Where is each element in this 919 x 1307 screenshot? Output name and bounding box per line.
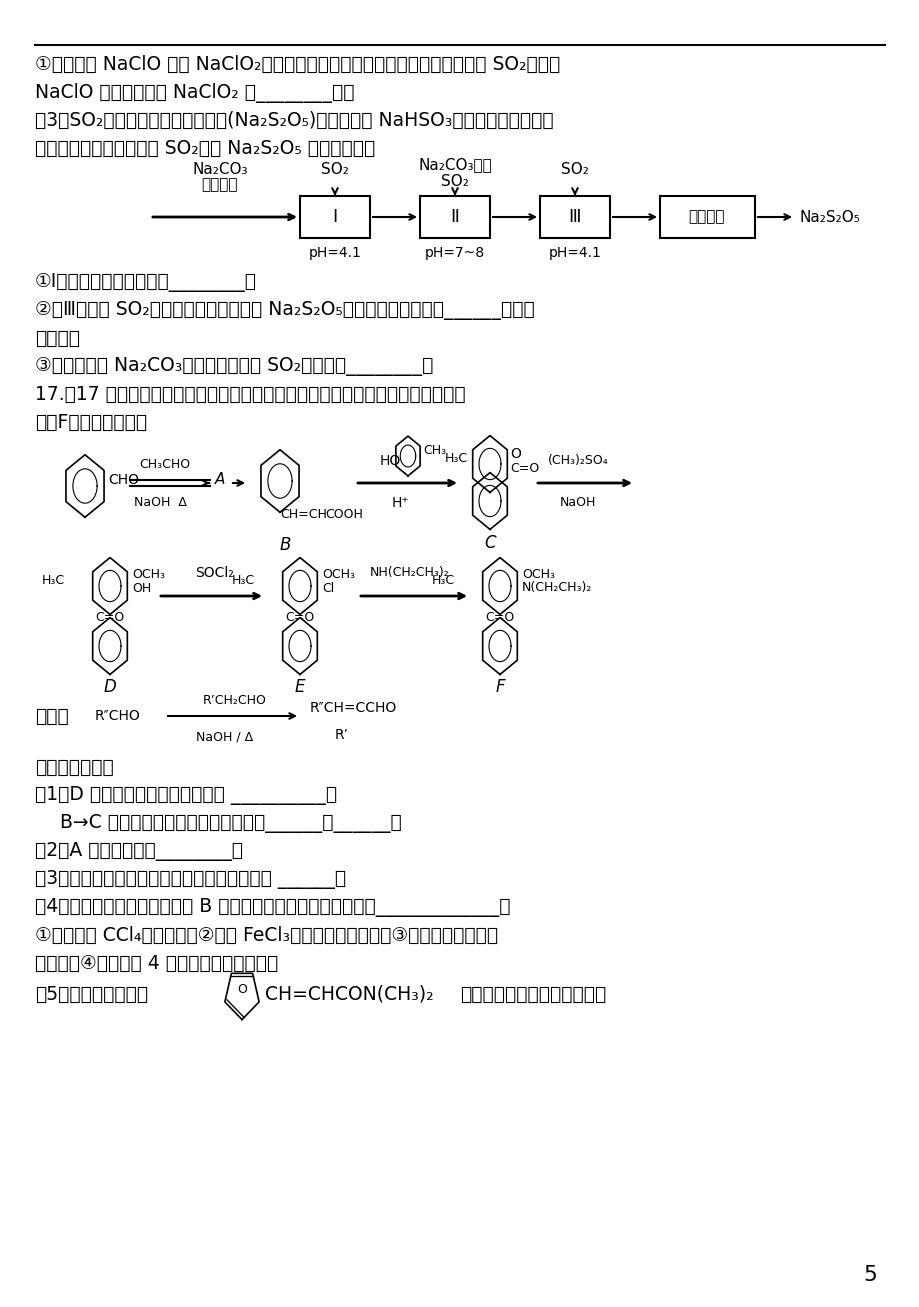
Text: C=O: C=O [509,461,539,474]
Text: Cl: Cl [322,582,334,595]
Text: NaOH  Δ: NaOH Δ [133,495,187,508]
Text: Ⅲ: Ⅲ [568,208,581,226]
Text: CHO: CHO [108,473,139,488]
Text: pH=4.1: pH=4.1 [548,246,601,260]
Text: 体（F）的路线如下：: 体（F）的路线如下： [35,413,147,433]
Text: Na₂S₂O₅: Na₂S₂O₅ [800,209,860,225]
Text: H₃C: H₃C [42,575,65,588]
Bar [300,196,369,238]
Text: ①能使澋的 CCl₄溶液褾色；②能与 FeCl₃溶液发生显色反应；③苯环上的一氯代物: ①能使澋的 CCl₄溶液褾色；②能与 FeCl₃溶液发生显色反应；③苯环上的一氯… [35,925,497,945]
Text: 结晶脱水: 结晶脱水 [688,209,724,225]
Text: pH=7~8: pH=7~8 [425,246,484,260]
Text: （4）写出同时满足下列条件的 B 的一种同分异构体的结构简式：_____________；: （4）写出同时满足下列条件的 B 的一种同分异构体的结构简式：_________… [35,898,510,918]
Text: （2）A 的结构简式为________；: （2）A 的结构简式为________； [35,842,243,861]
Text: ②若Ⅲ中通入 SO₂不足，结晶脱水得到的 Na₂S₂O₅中混有的主要杂质是______（填化: ②若Ⅲ中通入 SO₂不足，结晶脱水得到的 Na₂S₂O₅中混有的主要杂质是___… [35,301,534,320]
Text: NaOH / Δ: NaOH / Δ [197,731,254,742]
Text: 已知：: 已知： [35,707,69,725]
Bar [420,196,490,238]
Text: pH=4.1: pH=4.1 [308,246,361,260]
Text: (CH₃)₂SO₄: (CH₃)₂SO₄ [547,454,607,467]
Text: NaOH: NaOH [559,495,596,508]
Text: R’CH₂CHO: R’CH₂CHO [203,694,267,707]
Text: SO₂: SO₂ [561,162,588,176]
Text: Ⅱ: Ⅱ [450,208,459,226]
Text: 学式）。: 学式）。 [35,329,80,348]
Text: C=O: C=O [285,610,314,623]
Text: SOCl₂: SOCl₂ [196,566,234,580]
Text: OCH₃: OCH₃ [521,567,554,580]
Text: O: O [237,983,246,996]
Text: OH: OH [131,582,151,595]
Text: E: E [294,678,305,697]
Text: H₃C: H₃C [232,575,255,588]
Text: CH₃: CH₃ [423,444,446,457]
Text: Ⅰ: Ⅰ [332,208,337,226]
Text: B: B [279,536,290,554]
Text: A: A [215,473,225,488]
Text: O: O [509,447,520,461]
Text: B→C 包含两步反应，反应类型分别为______、______；: B→C 包含两步反应，反应类型分别为______、______； [60,814,402,833]
Text: （3）写出苯甲醒与銀氨溶液反应的化学方程式 ______；: （3）写出苯甲醒与銀氨溶液反应的化学方程式 ______； [35,870,346,889]
Text: CH=CH: CH=CH [279,508,326,521]
Text: （1）D 分子中的含氧官能团名称为 __________；: （1）D 分子中的含氧官能团名称为 __________； [35,786,336,805]
Text: OCH₃: OCH₃ [322,567,355,580]
Bar [539,196,609,238]
Text: 有一种；④分子中有 4 种不同化学环境的氢。: 有一种；④分子中有 4 种不同化学环境的氢。 [35,954,278,972]
Text: NH(CH₂CH₃)₂: NH(CH₂CH₃)₂ [369,566,449,579]
Text: R’: R’ [335,728,348,742]
Text: COOH: COOH [324,508,362,521]
Text: H₃C: H₃C [445,451,468,464]
Text: H⁺: H⁺ [391,495,408,510]
Text: 17.（17 分）酒石酸托特罗定主要用于治疗泌尿系统疾病。工业合成该药物的中间: 17.（17 分）酒石酸托特罗定主要用于治疗泌尿系统疾病。工业合成该药物的中间 [35,386,465,404]
Text: Na₂CO₃固体: Na₂CO₃固体 [417,157,492,173]
Text: C: C [483,535,495,552]
Text: SO₂: SO₂ [440,174,469,190]
Text: ①如果采用 NaClO 替代 NaClO₂，也能得到较好的烟气脱硫效果。吸收等量的 SO₂，所需: ①如果采用 NaClO 替代 NaClO₂，也能得到较好的烟气脱硫效果。吸收等量… [35,55,560,74]
Text: Na₂CO₃: Na₂CO₃ [192,162,247,176]
Text: CH₃CHO: CH₃CHO [140,457,190,471]
Bar [659,196,754,238]
Text: N(CH₂CH₃)₂: N(CH₂CH₃)₂ [521,582,592,595]
Text: OCH₃: OCH₃ [131,567,165,580]
Text: SO₂: SO₂ [321,162,348,176]
Text: 5: 5 [862,1265,876,1285]
Text: （3）SO₂的利用。生产焦亚硫酸钒(Na₂S₂O₅)，通常是由 NaHSO₃过饱和溶液经结晶脱: （3）SO₂的利用。生产焦亚硫酸钒(Na₂S₂O₅)，通常是由 NaHSO₃过饱… [35,111,553,129]
Text: ③工艺中加入 Na₂CO₃固体后再次充入 SO₂的目的是________。: ③工艺中加入 Na₂CO₃固体后再次充入 SO₂的目的是________。 [35,357,433,376]
Text: CH=CHCON(CH₃)₂: CH=CHCON(CH₃)₂ [265,984,433,1004]
Text: 回答下列问题：: 回答下列问题： [35,758,114,776]
Text: F: F [494,678,505,697]
Text: H₃C: H₃C [431,575,455,588]
Text: C=O: C=O [96,610,124,623]
Text: ）是一种高效黻醉剂，写出以: ）是一种高效黻醉剂，写出以 [460,984,606,1004]
Text: 水制得。利用烟道气中的 SO₂生产 Na₂S₂O₅ 的工艺如下：: 水制得。利用烟道气中的 SO₂生产 Na₂S₂O₅ 的工艺如下： [35,139,375,158]
Text: HO: HO [379,454,400,468]
Text: D: D [104,678,116,697]
Text: NaClO 的物质的量是 NaClO₂ 的________倍。: NaClO 的物质的量是 NaClO₂ 的________倍。 [35,84,354,103]
Text: C=O: C=O [485,610,514,623]
Text: ①Ⅰ中反应的化学方程式为________。: ①Ⅰ中反应的化学方程式为________。 [35,273,256,291]
Text: R″CH=CCHO: R″CH=CCHO [310,701,397,715]
Text: （5）已知呀嗃丙胺（: （5）已知呀嗃丙胺（ [35,984,148,1004]
Text: R″CHO: R″CHO [95,708,141,723]
Text: 饱和溶液: 饱和溶液 [201,176,238,192]
